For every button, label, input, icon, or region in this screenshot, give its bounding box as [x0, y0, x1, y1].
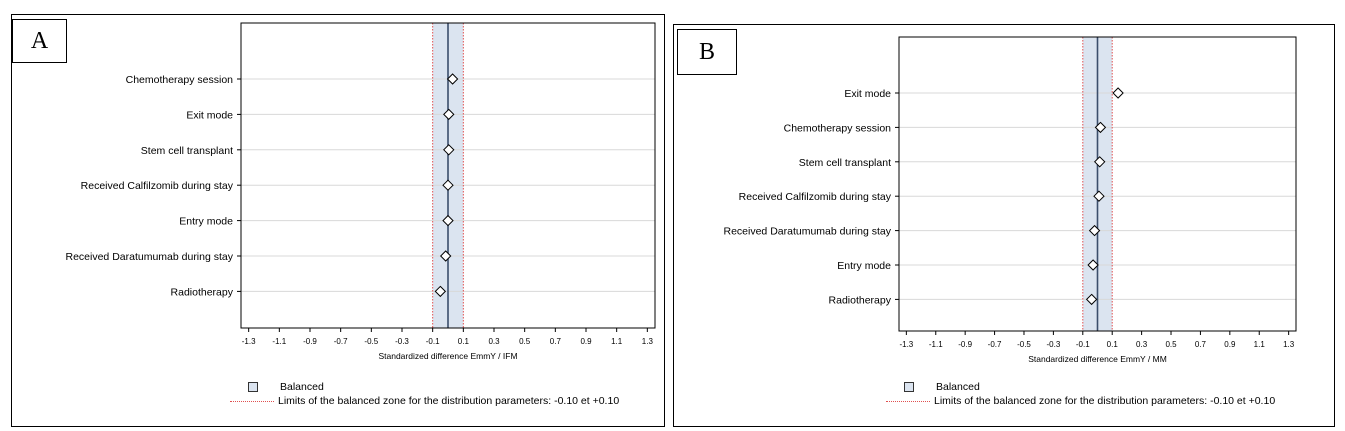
y-tick-label: Stem cell transplant — [799, 157, 891, 169]
data-point — [439, 250, 452, 262]
y-tick-label: Radiotherapy — [171, 286, 234, 298]
x-tick-label: -1.1 — [929, 340, 943, 349]
legend-balanced-label: Balanced — [280, 381, 324, 393]
x-tick-label: 1.3 — [1283, 340, 1295, 349]
data-point — [443, 108, 455, 121]
plot-frame — [240, 22, 656, 329]
data-point — [1087, 259, 1099, 271]
x-tick-label: 0.1 — [1107, 340, 1119, 349]
x-tick-label: 0.7 — [550, 337, 562, 346]
x-tick-label: 0.3 — [1136, 340, 1148, 349]
data-point — [1094, 121, 1107, 134]
data-point — [443, 144, 455, 156]
x-tick-label: -0.9 — [303, 337, 317, 346]
y-tick-label: Received Calfilzomib during stay — [81, 180, 234, 192]
y-tick-label: Exit mode — [186, 109, 233, 121]
x-tick-label: 1.3 — [642, 337, 654, 346]
y-tick-label: Chemotherapy session — [784, 122, 892, 134]
x-tick-label: 0.9 — [580, 337, 592, 346]
data-point — [1088, 224, 1101, 237]
panel-b-letter: B — [677, 29, 737, 75]
legend-limits-row: Limits of the balanced zone for the dist… — [886, 395, 1275, 407]
x-tick-label: 0.9 — [1224, 340, 1236, 349]
limit-line-swatch — [230, 400, 274, 402]
y-tick-label: Entry mode — [837, 260, 891, 272]
data-point — [434, 285, 447, 298]
y-tick-label: Received Daratumumab during stay — [724, 226, 892, 238]
x-tick-label: 0.3 — [488, 337, 500, 346]
data-point — [1112, 87, 1124, 99]
x-tick-label: -0.3 — [395, 337, 409, 346]
x-axis-label: Standardized difference EmmY / MM — [1028, 354, 1167, 364]
x-tick-label: 0.5 — [519, 337, 531, 346]
x-tick-label: -1.3 — [899, 340, 913, 349]
plot-frame — [898, 36, 1297, 332]
y-tick-label: Entry mode — [179, 216, 233, 228]
x-tick-label: -0.9 — [958, 340, 972, 349]
y-tick-label: Received Calfilzomib during stay — [739, 191, 892, 203]
x-tick-label: -1.3 — [242, 337, 256, 346]
x-tick-label: -0.5 — [1017, 340, 1031, 349]
legend-balanced-label: Balanced — [936, 381, 980, 393]
data-point — [1093, 156, 1106, 168]
y-tick-label: Radiotherapy — [829, 294, 892, 306]
x-tick-label: -0.5 — [364, 337, 378, 346]
x-tick-label: -1.1 — [272, 337, 286, 346]
data-point — [1085, 293, 1098, 306]
chart-panel-a: Chemotherapy session Exit mode Stem cell t… — [11, 14, 665, 427]
balanced-swatch — [904, 382, 914, 392]
legend-balanced-row: Balanced — [248, 381, 324, 393]
x-tick-label: -0.7 — [988, 340, 1002, 349]
x-axis-label: Standardized difference EmmY / IFM — [378, 351, 517, 361]
x-tick-label: -0.1 — [426, 337, 440, 346]
x-tick-label: -0.1 — [1076, 340, 1090, 349]
x-tick-label: 0.5 — [1165, 340, 1177, 349]
x-tick-label: 0.7 — [1195, 340, 1207, 349]
legend-limits-label: Limits of the balanced zone for the dist… — [934, 395, 1276, 407]
y-tick-label: Chemotherapy session — [126, 74, 234, 86]
data-point — [442, 179, 454, 191]
data-point — [446, 73, 459, 85]
y-tick-label: Received Daratumumab during stay — [66, 251, 234, 263]
y-tick-label: Stem cell transplant — [141, 145, 233, 157]
data-point — [1093, 190, 1105, 202]
forest-plot-b: Exit mode Chemotherapy session Stem cell t… — [724, 36, 1297, 364]
legend-limits-row: Limits of the balanced zone for the dist… — [230, 395, 619, 407]
panel-a-letter: A — [12, 19, 67, 63]
chart-panel-b: Exit mode Chemotherapy session Stem cell t… — [673, 24, 1335, 427]
legend-balanced-row: Balanced — [904, 381, 980, 393]
data-point — [442, 214, 454, 227]
x-tick-label: -0.7 — [334, 337, 348, 346]
x-tick-label: -0.3 — [1046, 340, 1060, 349]
balanced-swatch — [248, 382, 258, 392]
legend-limits-label: Limits of the balanced zone for the dist… — [278, 395, 620, 407]
x-tick-label: 1.1 — [1254, 340, 1266, 349]
limit-line-swatch — [886, 400, 930, 402]
forest-plot-a: Chemotherapy session Exit mode Stem cell t… — [66, 22, 656, 361]
x-tick-label: 0.1 — [458, 337, 470, 346]
x-tick-label: 1.1 — [611, 337, 623, 346]
y-tick-label: Exit mode — [844, 88, 891, 100]
